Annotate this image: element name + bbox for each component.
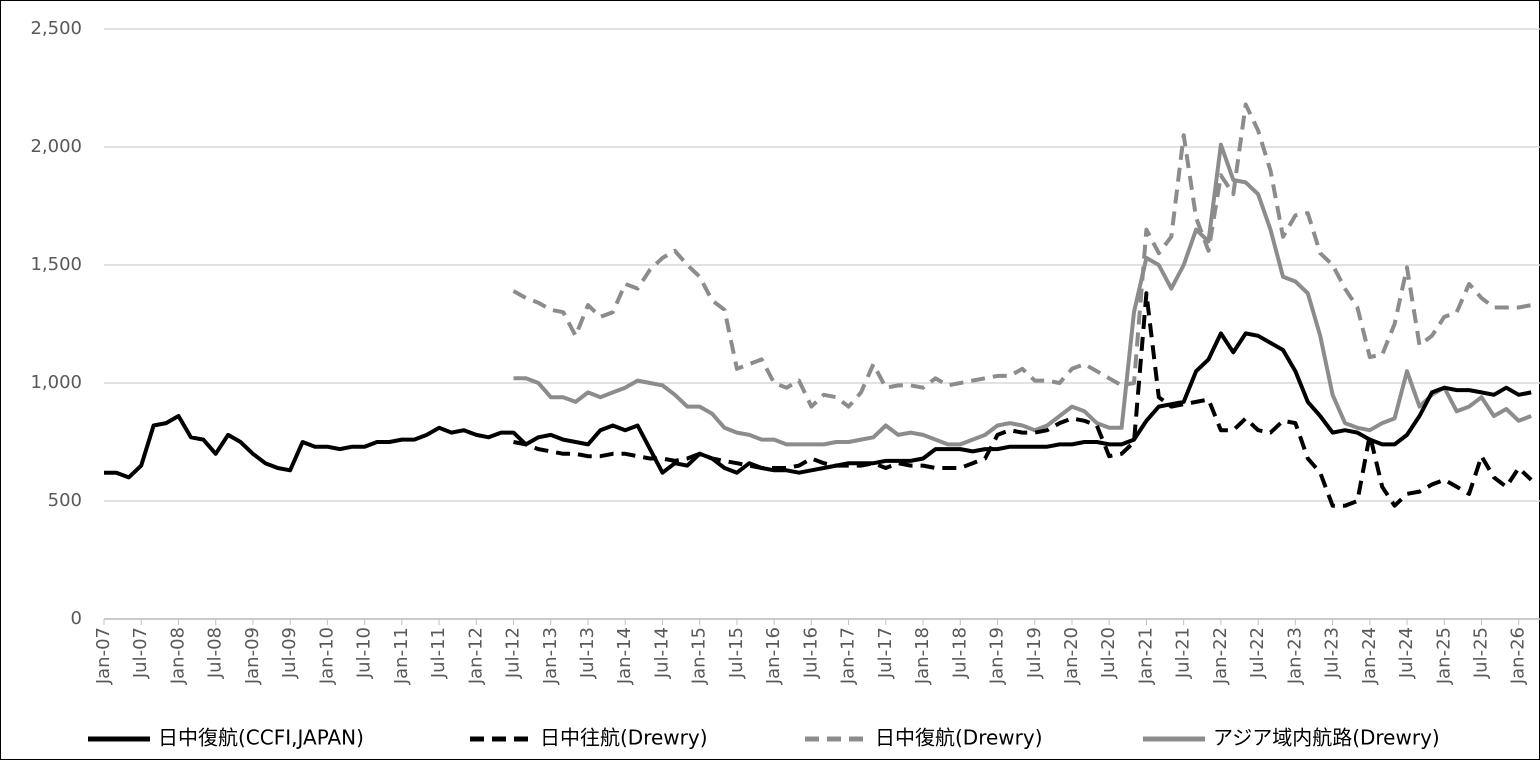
x-tick-label: Jul-22	[1247, 627, 1268, 679]
x-tick-label: Jan-17	[838, 627, 859, 685]
x-tick-label: Jul-14	[651, 627, 672, 679]
legend-label: 日中復航(Drewry)	[875, 726, 1043, 750]
x-tick-label: Jan-19	[987, 627, 1008, 685]
x-tick-label: Jul-12	[503, 627, 524, 679]
x-tick-label: Jan-18	[912, 627, 933, 685]
x-tick-label: Jan-07	[93, 627, 114, 685]
x-tick-label: Jan-21	[1135, 627, 1156, 685]
y-tick-label: 2,500	[30, 18, 82, 39]
x-tick-label: Jul-24	[1396, 627, 1417, 679]
y-tick-label: 500	[48, 490, 82, 511]
series-line	[104, 331, 1532, 480]
series-line	[513, 142, 1532, 447]
x-tick-label: Jan-12	[465, 627, 486, 685]
x-tick-label: Jan-11	[391, 627, 412, 685]
x-tick-label: Jan-22	[1210, 627, 1231, 685]
x-tick-label: Jul-09	[279, 627, 300, 679]
x-tick-label: Jan-09	[242, 627, 263, 685]
x-tick-label: Jan-15	[689, 627, 710, 685]
series-line	[513, 291, 1533, 508]
x-tick-label: Jul-19	[1024, 627, 1045, 679]
x-tick-label: Jul-10	[354, 627, 375, 679]
x-tick-label: Jan-08	[167, 627, 188, 685]
x-tick-label: Jul-16	[800, 627, 821, 679]
x-tick-label: Jan-20	[1061, 627, 1082, 685]
x-tick-label: Jul-21	[1173, 627, 1194, 679]
x-tick-label: Jul-13	[577, 627, 598, 679]
x-tick-label: Jul-15	[726, 627, 747, 679]
x-tick-label: Jan-13	[540, 627, 561, 685]
x-tick-label: Jan-10	[316, 627, 337, 685]
series-line	[512, 102, 1532, 409]
x-tick-label: Jul-18	[949, 627, 970, 679]
x-tick-label: Jul-17	[875, 627, 896, 679]
x-tick-label: Jul-08	[205, 627, 226, 679]
legend-label: 日中復航(CCFI,JAPAN)	[158, 726, 364, 750]
x-tick-label: Jul-25	[1471, 627, 1492, 679]
y-tick-label: 1,500	[30, 254, 82, 275]
x-tick-label: Jul-11	[428, 627, 449, 679]
legend-label: アジア域内航路(Drewry)	[1213, 726, 1440, 750]
x-tick-label: Jul-07	[130, 627, 151, 679]
x-tick-label: Jan-25	[1433, 627, 1454, 685]
y-tick-label: 0	[71, 608, 82, 629]
x-tick-label: Jan-23	[1284, 627, 1305, 685]
x-tick-label: Jul-23	[1322, 627, 1343, 679]
x-tick-label: Jan-14	[614, 627, 635, 685]
y-tick-label: 2,000	[30, 136, 82, 157]
y-tick-label: 1,000	[30, 372, 82, 393]
x-tick-label: Jan-26	[1508, 627, 1529, 685]
legend-label: 日中往航(Drewry)	[540, 726, 708, 750]
x-tick-label: Jul-20	[1098, 627, 1119, 679]
x-tick-label: Jan-24	[1359, 627, 1380, 685]
x-tick-label: Jan-16	[763, 627, 784, 685]
